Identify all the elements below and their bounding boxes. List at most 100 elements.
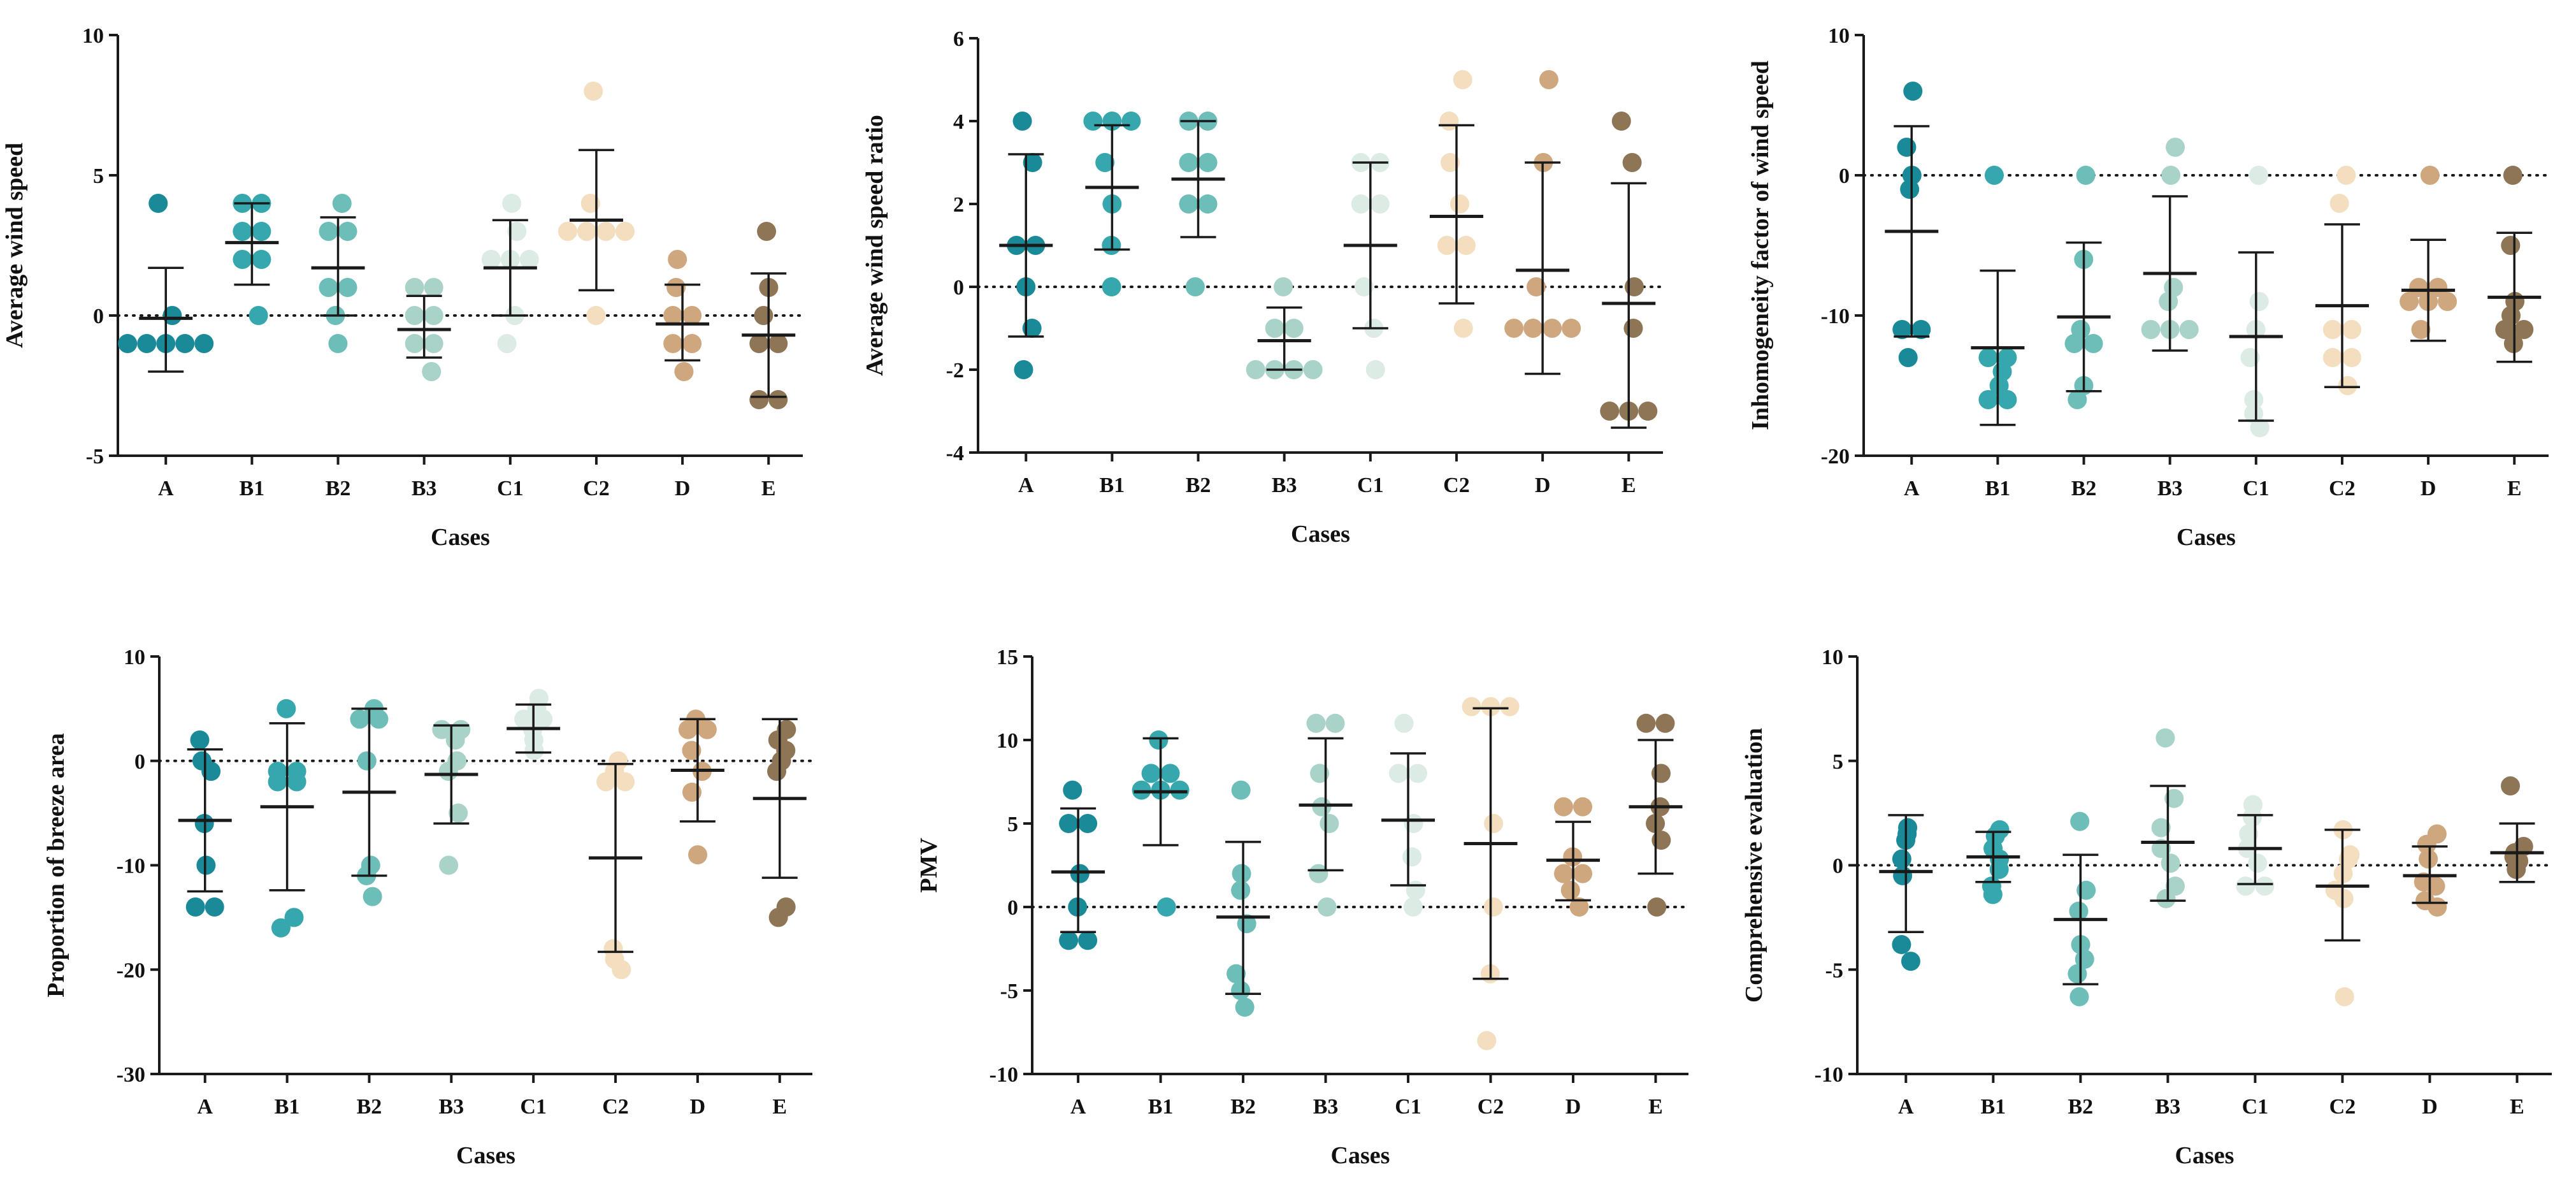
series-E (742, 222, 796, 409)
series-B3 (2141, 138, 2199, 352)
y-tick-label: -20 (117, 959, 145, 982)
data-point (1903, 82, 1923, 101)
data-point (1389, 764, 1409, 783)
data-point (1227, 964, 1246, 983)
data-point (1309, 864, 1328, 883)
series-A (118, 194, 214, 373)
data-point (596, 772, 616, 792)
plot-area: -5 0 5 10 A B1 B2 B3 C1 C2 D E Cases Average wind spe… (1, 24, 804, 551)
data-point (768, 334, 788, 353)
data-point (2336, 166, 2356, 185)
y-axis-title: Comprehensive evaluation (1741, 728, 1767, 1003)
data-point (1156, 897, 1176, 917)
data-point (1149, 730, 1169, 750)
x-tick-label-C2: C2 (583, 477, 610, 500)
x-tick-label-B1: B1 (1148, 1095, 1174, 1119)
data-point (1012, 112, 1032, 131)
data-point (424, 334, 443, 353)
data-point (1453, 319, 1473, 338)
data-point (252, 250, 271, 269)
data-point (768, 390, 788, 409)
data-point (2342, 320, 2361, 339)
data-point (2249, 292, 2269, 311)
data-point (1622, 153, 1642, 172)
series-B1 (225, 194, 279, 325)
x-tick-label-B1: B1 (275, 1095, 300, 1119)
data-point (190, 730, 210, 750)
data-point (357, 751, 377, 771)
data-point (287, 772, 306, 792)
data-point (612, 960, 631, 980)
data-point (1179, 153, 1198, 172)
series-B2 (342, 699, 396, 906)
data-point (1246, 360, 1265, 379)
data-point (2239, 824, 2259, 844)
data-point (1231, 880, 1251, 900)
data-point (2400, 292, 2419, 311)
data-point (2243, 808, 2263, 827)
data-point (2419, 849, 2438, 869)
x-tick-label-B1: B1 (1980, 1095, 2006, 1119)
y-tick-label: 10 (124, 646, 145, 669)
data-point (577, 222, 596, 241)
series-B3 (424, 720, 479, 875)
y-tick-label: 0 (93, 305, 104, 328)
series-B1 (1966, 820, 2020, 904)
data-point (328, 334, 348, 353)
data-point (1462, 697, 1481, 716)
data-point (2064, 334, 2084, 353)
y-axis-title: Inhomogeneity factor of wind speed (1747, 61, 1774, 430)
data-point (697, 720, 717, 739)
series-C2 (1429, 70, 1483, 338)
plot-area: -20 -10 0 10 A B1 B2 B3 C1 C2 D E Cases Inhomogeneity… (1747, 24, 2550, 551)
x-tick-label-A: A (1904, 477, 1920, 500)
data-point (2503, 166, 2522, 185)
data-point (558, 222, 577, 241)
data-point (2076, 166, 2096, 185)
data-point (666, 278, 686, 297)
data-point (2244, 390, 2264, 409)
data-point (2334, 889, 2354, 908)
data-point (2069, 987, 2089, 1006)
data-point (284, 908, 304, 927)
data-point (445, 730, 465, 750)
x-tick-label-A: A (1898, 1095, 1914, 1119)
data-point (663, 334, 683, 353)
data-point (1022, 319, 1042, 338)
data-point (319, 278, 338, 297)
data-point (1484, 814, 1504, 833)
data-point (338, 222, 357, 241)
data-point (2250, 418, 2270, 437)
series-C2 (558, 82, 635, 325)
data-point (1132, 780, 1151, 800)
x-axis-title: Cases (1291, 521, 1350, 548)
chart-panel-avg-wind-speed: -5 0 5 10 A B1 B2 B3 C1 C2 D E Cases Average wind spe… (1, 24, 804, 551)
y-tick-label: 4 (953, 110, 964, 134)
x-axis-title: Cases (1331, 1142, 1390, 1169)
data-point (2068, 964, 2087, 983)
data-point (1900, 180, 1920, 199)
data-point (233, 250, 252, 269)
data-point (1320, 814, 1339, 833)
series-B3 (1246, 277, 1323, 379)
x-axis-title: Cases (2177, 524, 2236, 551)
data-point (1450, 194, 1470, 214)
series-C1 (2228, 795, 2282, 896)
x-tick-label-E: E (2510, 1095, 2524, 1119)
data-point (678, 720, 698, 739)
data-point (2161, 166, 2181, 185)
data-point (350, 709, 370, 729)
data-point (1023, 153, 1042, 172)
data-point (1892, 849, 1911, 869)
x-tick-label-B2: B2 (2071, 477, 2097, 500)
series-A (999, 112, 1053, 379)
plot-area: -4 -2 0 2 4 6 A B1 B2 B3 C1 C2 D E Cases Average wind s… (861, 27, 1664, 548)
x-tick-label-D: D (1535, 474, 1551, 497)
data-point (175, 334, 195, 353)
data-point (1989, 376, 2009, 395)
y-tick-label: -10 (1821, 305, 1850, 328)
data-point (1351, 194, 1371, 214)
data-point (1237, 914, 1256, 934)
data-point (1095, 153, 1115, 172)
